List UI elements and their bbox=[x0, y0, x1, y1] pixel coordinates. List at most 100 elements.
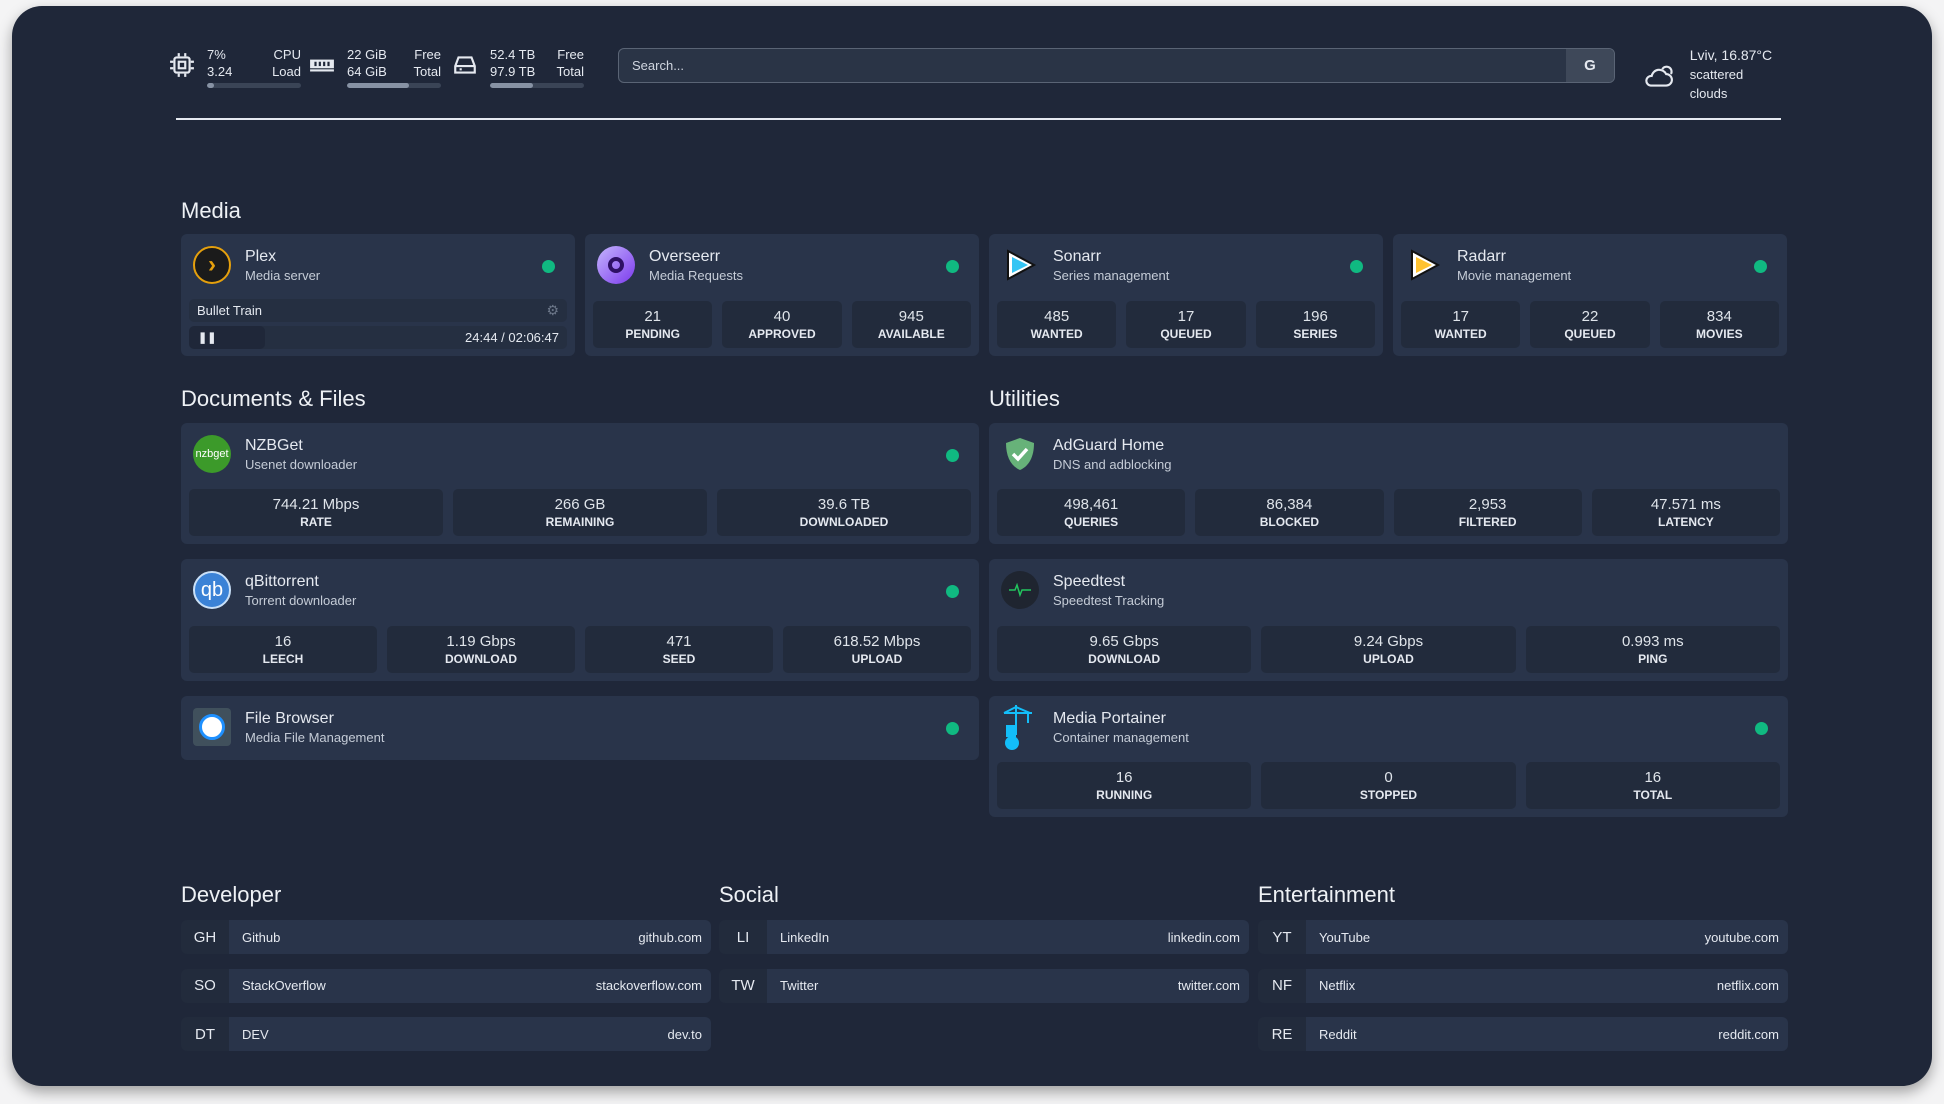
bookmark-url: linkedin.com bbox=[1167, 929, 1240, 945]
filebrowser-icon bbox=[193, 708, 245, 746]
service-card-speedtest[interactable]: Speedtest Speedtest Tracking 9.65 Gbps DOWN… bbox=[989, 559, 1788, 681]
total-label: Total bbox=[556, 64, 584, 79]
pause-icon[interactable]: ❚❚ bbox=[198, 332, 217, 344]
stat-queued: 17 QUEUED bbox=[1126, 301, 1246, 348]
memory-bar bbox=[347, 83, 441, 88]
memory-total: 64 GiB bbox=[347, 64, 387, 79]
stat-label: UPLOAD bbox=[1363, 652, 1414, 666]
service-card-adguard-home[interactable]: AdGuard Home DNS and adblocking 498,461 QUE… bbox=[989, 423, 1788, 544]
bookmark-abbr: LI bbox=[719, 920, 767, 954]
status-online-dot bbox=[946, 260, 959, 273]
memory-icon bbox=[310, 59, 334, 72]
portainer-icon bbox=[1001, 705, 1053, 750]
service-name: Radarr bbox=[1457, 247, 1506, 265]
bookmark-netflix[interactable]: NF Netflix netflix.com bbox=[1258, 968, 1788, 1003]
service-description: Torrent downloader bbox=[245, 592, 357, 608]
service-card-file-browser[interactable]: File Browser Media File Management bbox=[181, 696, 979, 760]
stat-label: DOWNLOAD bbox=[445, 652, 517, 666]
search-input[interactable] bbox=[619, 49, 1566, 82]
bookmark-twitter[interactable]: TW Twitter twitter.com bbox=[719, 968, 1249, 1003]
service-card-overseerr[interactable]: Overseerr Media Requests 21 PENDING 40 APPROV… bbox=[585, 234, 979, 356]
stat-upload: 9.24 Gbps UPLOAD bbox=[1261, 626, 1516, 673]
stat-value: 21 bbox=[644, 308, 661, 325]
stat-value: 16 bbox=[274, 633, 292, 650]
header-divider bbox=[176, 118, 1781, 120]
stat-label: FILTERED bbox=[1458, 515, 1517, 529]
transcode-icon: ⚙ bbox=[546, 302, 559, 318]
stat-label: UPLOAD bbox=[851, 652, 903, 666]
stat-queries: 498,461 QUERIES bbox=[997, 489, 1186, 536]
bookmark-stackoverflow[interactable]: SO StackOverflow stackoverflow.com bbox=[181, 968, 711, 1003]
stat-queued: 22 QUEUED bbox=[1530, 301, 1650, 348]
stat-value: 498,461 bbox=[1064, 496, 1119, 513]
section-title-documents: Documents & Files bbox=[181, 386, 366, 411]
stat-leech: 16 LEECH bbox=[189, 626, 377, 673]
weather-location-temp: Lviv, 16.87°C bbox=[1689, 47, 1773, 63]
service-card-radarr[interactable]: Radarr Movie management 17 WANTED 22 QUEUED 83… bbox=[1393, 234, 1787, 356]
stat-blocked: 86,384 BLOCKED bbox=[1195, 489, 1384, 536]
bookmark-linkedin[interactable]: LI LinkedIn linkedin.com bbox=[719, 920, 1249, 954]
bookmark-youtube[interactable]: YT YouTube youtube.com bbox=[1258, 920, 1788, 954]
stat-remaining: 266 GB REMAINING bbox=[453, 489, 707, 536]
status-online-dot bbox=[946, 722, 959, 735]
bookmark-abbr: GH bbox=[181, 920, 229, 954]
service-card-sonarr[interactable]: Sonarr Series management 485 WANTED 17 QUEUED… bbox=[989, 234, 1383, 356]
service-card-media-portainer[interactable]: Media Portainer Container management 16 RUN… bbox=[989, 696, 1788, 817]
service-name: Plex bbox=[245, 247, 277, 265]
stat-label: DOWNLOADED bbox=[799, 515, 889, 529]
cpu-icon bbox=[170, 53, 194, 77]
section-title-media: Media bbox=[181, 198, 241, 223]
google-search-button[interactable]: G bbox=[1566, 49, 1614, 82]
bookmark-dev[interactable]: DT DEV dev.to bbox=[181, 1017, 711, 1051]
bookmark-url: stackoverflow.com bbox=[595, 978, 702, 993]
bookmark-reddit[interactable]: RE Reddit reddit.com bbox=[1258, 1017, 1788, 1051]
bookmark-url: dev.to bbox=[667, 1026, 702, 1042]
memory-widget: 22 GiB Free 64 GiB Total bbox=[309, 46, 441, 88]
stat-value: 196 bbox=[1302, 308, 1328, 325]
stat-label: QUEUED bbox=[1564, 327, 1616, 341]
service-description: Usenet downloader bbox=[245, 456, 358, 472]
playback-progress[interactable]: ❚❚ 24:44 / 02:06:47 bbox=[189, 326, 567, 349]
bookmark-url: youtube.com bbox=[1704, 929, 1779, 945]
service-card-qbittorrent[interactable]: qb qBittorrent Torrent downloader 16 LEECH 1.… bbox=[181, 559, 979, 681]
stat-approved: 40 APPROVED bbox=[722, 301, 842, 348]
stat-pending: 21 PENDING bbox=[593, 301, 713, 348]
bookmark-abbr: SO bbox=[181, 968, 229, 1003]
stat-movies: 834 MOVIES bbox=[1659, 301, 1779, 348]
service-name: Sonarr bbox=[1053, 247, 1102, 265]
speedtest-icon bbox=[1001, 571, 1053, 609]
stat-rate: 744.21 Mbps RATE bbox=[189, 489, 443, 536]
bookmark-name: Reddit bbox=[1319, 1026, 1357, 1042]
service-description: Media Requests bbox=[649, 267, 743, 283]
bookmark-abbr: RE bbox=[1258, 1017, 1306, 1051]
free-label: Free bbox=[557, 47, 584, 62]
radarr-icon bbox=[1405, 246, 1457, 284]
bookmark-github[interactable]: GH Github github.com bbox=[181, 920, 711, 954]
disk-total: 97.9 TB bbox=[490, 64, 536, 79]
cpu-load: 3.24 bbox=[207, 64, 233, 79]
load-label: Load bbox=[272, 64, 301, 79]
stat-download: 1.19 Gbps DOWNLOAD bbox=[387, 626, 575, 673]
stat-label: RUNNING bbox=[1096, 788, 1153, 802]
bookmark-name: StackOverflow bbox=[242, 978, 326, 993]
stat-value: 16 bbox=[1644, 769, 1662, 786]
section-title-utilities: Utilities bbox=[989, 386, 1060, 411]
stat-value: 9.24 Gbps bbox=[1353, 633, 1424, 650]
service-description: Speedtest Tracking bbox=[1053, 592, 1165, 608]
service-name: File Browser bbox=[245, 709, 334, 727]
now-playing-title-row: Bullet Train ⚙ bbox=[189, 299, 567, 322]
stat-available: 945 AVAILABLE bbox=[851, 301, 971, 348]
stat-value: 0.993 ms bbox=[1621, 633, 1684, 650]
status-online-dot bbox=[946, 449, 959, 462]
stat-label: WANTED bbox=[1030, 327, 1083, 341]
stat-download: 9.65 Gbps DOWNLOAD bbox=[997, 626, 1252, 673]
bookmark-name: YouTube bbox=[1319, 929, 1371, 945]
service-name: NZBGet bbox=[245, 436, 303, 454]
stat-ping: 0.993 ms PING bbox=[1525, 626, 1780, 673]
service-name: AdGuard Home bbox=[1053, 436, 1165, 454]
cloud-icon bbox=[1645, 65, 1673, 87]
adguard-icon bbox=[1001, 435, 1053, 473]
stat-value: 744.21 Mbps bbox=[272, 496, 360, 513]
service-card-nzbget[interactable]: nzbget NZBGet Usenet downloader 744.21 Mbps… bbox=[181, 423, 979, 544]
service-card-plex[interactable]: › Plex Media server Bullet Train ⚙ ❚❚ 24:44 /… bbox=[181, 234, 575, 356]
